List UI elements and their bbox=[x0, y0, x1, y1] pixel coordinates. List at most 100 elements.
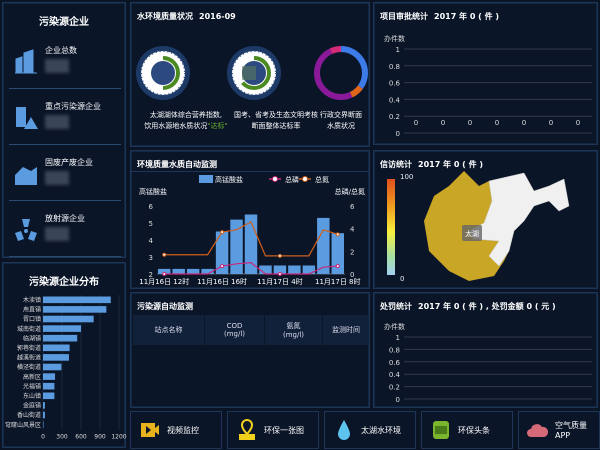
y-tick-left: 3 bbox=[149, 254, 153, 262]
y-tick-right: 0 bbox=[350, 271, 354, 279]
data-point bbox=[162, 252, 167, 257]
air-quality-app-button[interactable]: 空气质量APP bbox=[518, 411, 600, 449]
category-label: 横泾街道 bbox=[17, 363, 41, 371]
y-tick-label: 0.2 bbox=[389, 113, 400, 121]
y-tick-label: 0.4 bbox=[389, 371, 401, 379]
legend-label: 总氮 bbox=[315, 175, 329, 184]
video-icon bbox=[139, 419, 161, 441]
penalty-panel: 处罚统计 2017 年 0 ( 件 ) , 处罚金额 0 ( 元 ) 办件数 1 0.… bbox=[373, 292, 598, 408]
gauge-1-desc: 太湖湖体综合营养指数, 饮用水源地水质状况"达标" bbox=[144, 111, 228, 130]
scale-max: 100 bbox=[400, 173, 414, 181]
bar bbox=[331, 233, 344, 274]
data-label: 0 bbox=[576, 119, 580, 127]
scale-min: 0 bbox=[400, 275, 405, 283]
gauges bbox=[136, 46, 368, 100]
bar bbox=[201, 268, 214, 274]
auto-monitor-panel: 环境质量水质自动监测 高锰酸盐 总磷 总氮 高锰酸盐 总磷/总氮 2 3 4 5 6 0 2 4 6 11月… bbox=[130, 150, 370, 289]
y-tick-right: 2 bbox=[350, 248, 354, 256]
y-axis-label: 办件数 bbox=[384, 322, 405, 331]
bar bbox=[288, 265, 301, 274]
data-point bbox=[335, 264, 340, 269]
approval-panel: 项目审批统计 2017 年 0 ( 件 ) 办件数 1 0.8 0.6 0.4 0.2 0 0 0… bbox=[373, 2, 598, 145]
cloud-icon bbox=[527, 419, 549, 441]
bar bbox=[43, 315, 94, 323]
data-label: 0 bbox=[549, 119, 553, 127]
video-monitor-button[interactable]: 视频监控 bbox=[130, 411, 222, 449]
env-news-button[interactable]: 环保头条 bbox=[421, 411, 513, 449]
taihu-water-button[interactable]: 太湖水环境 bbox=[324, 411, 416, 449]
enterprise-total[interactable]: 企业总数 bbox=[9, 33, 121, 89]
x-tick-label: 0 bbox=[41, 433, 45, 440]
y-tick-left: 6 bbox=[149, 203, 154, 211]
series-line bbox=[164, 262, 338, 275]
data-label: 0 bbox=[414, 119, 418, 127]
panel-title: 污染源自动监测 bbox=[137, 302, 193, 311]
y-tick-left: 4 bbox=[149, 237, 154, 245]
bar bbox=[43, 373, 56, 380]
x-tick-label: 1200 bbox=[111, 433, 126, 440]
period: 2016-09 bbox=[199, 12, 236, 21]
panel-title: 处罚统计 2017 年 0 ( 件 ) , 处罚金额 0 ( 元 ) bbox=[380, 302, 556, 311]
y-tick-label: 0.2 bbox=[389, 384, 400, 392]
y-tick-label: 0.4 bbox=[389, 96, 401, 104]
y-axis-label: 办件数 bbox=[384, 34, 405, 43]
bar bbox=[259, 265, 272, 274]
x-tick-label: 600 bbox=[75, 433, 87, 440]
penalty-chart: 办件数 1 0.8 0.6 0.4 0.2 0 bbox=[384, 322, 592, 404]
data-point bbox=[220, 264, 225, 269]
data-point bbox=[277, 272, 282, 276]
y-axis-right-label: 总磷/总氮 bbox=[335, 187, 365, 196]
enterprise-key[interactable]: 重点污染源企业 bbox=[9, 89, 121, 145]
data-point bbox=[335, 232, 340, 237]
bar bbox=[43, 402, 45, 409]
value-hidden bbox=[45, 115, 69, 129]
enterprise-waste[interactable]: 固废产废企业 bbox=[9, 145, 121, 201]
bar bbox=[186, 268, 200, 274]
bar bbox=[273, 265, 287, 274]
bar bbox=[43, 382, 55, 390]
category-label: 木渎镇 bbox=[23, 296, 41, 304]
x-tick-label: 900 bbox=[94, 433, 106, 440]
column-header[interactable]: COD (mg/l) bbox=[205, 315, 265, 345]
bar bbox=[215, 231, 229, 274]
color-scale[interactable] bbox=[387, 179, 395, 275]
data-label: 0 bbox=[495, 119, 499, 127]
bar bbox=[43, 325, 81, 332]
category-label: 东山镇 bbox=[23, 392, 41, 400]
value-hidden bbox=[45, 171, 69, 185]
item-label: 放射源企业 bbox=[45, 214, 85, 223]
x-tick-label: 11月17日 4时 bbox=[257, 277, 303, 286]
distribution-panel: 污染源企业分布 0 300 600 900 1200 木渎镇 甪直镇 胥口镇 城南街道 临湖镇 郭巷… bbox=[2, 262, 127, 448]
category-label: 郭巷街道 bbox=[17, 344, 41, 352]
env-map-button[interactable]: 环保一张图 bbox=[227, 411, 319, 449]
bar bbox=[43, 296, 111, 304]
y-tick-label: 0.6 bbox=[389, 359, 401, 367]
y-tick-right: 4 bbox=[350, 226, 355, 234]
y-tick-right: 6 bbox=[350, 203, 355, 211]
column-header[interactable]: 监测时间 bbox=[332, 326, 360, 334]
item-label: 企业总数 bbox=[45, 46, 77, 55]
bar bbox=[158, 268, 171, 274]
petition-panel: 信访统计 2017 年 0 ( 件 ) 100 0 太湖 bbox=[373, 150, 598, 289]
category-label: 越溪街道 bbox=[17, 354, 41, 362]
pollution-monitor-panel: 污染源自动监测 站点名称 COD (mg/l) 氨氮 (mg/l) 监测时间 bbox=[130, 292, 370, 408]
map-pin-icon bbox=[236, 419, 258, 441]
y-tick-left: 2 bbox=[149, 271, 153, 279]
panel-title: 污染源企业 bbox=[39, 17, 89, 28]
radiation-icon bbox=[15, 219, 37, 241]
column-header[interactable]: 氨氮 (mg/l) bbox=[265, 315, 323, 345]
enterprise-radiation[interactable]: 放射源企业 bbox=[9, 201, 121, 257]
y-tick-label: 0 bbox=[396, 130, 400, 138]
bar bbox=[43, 392, 55, 400]
x-tick-label: 11月16日 12时 bbox=[139, 277, 189, 286]
legend-marker bbox=[302, 176, 308, 182]
region-map[interactable]: 太湖 bbox=[374, 151, 599, 290]
column-header[interactable]: 站点名称 bbox=[133, 315, 205, 345]
news-icon bbox=[430, 419, 452, 441]
warning-building-icon bbox=[16, 107, 38, 129]
ring-segment bbox=[314, 46, 368, 100]
boundary-ring-chart bbox=[314, 46, 368, 100]
data-point bbox=[220, 230, 225, 235]
item-label: 固废产废企业 bbox=[45, 158, 93, 167]
